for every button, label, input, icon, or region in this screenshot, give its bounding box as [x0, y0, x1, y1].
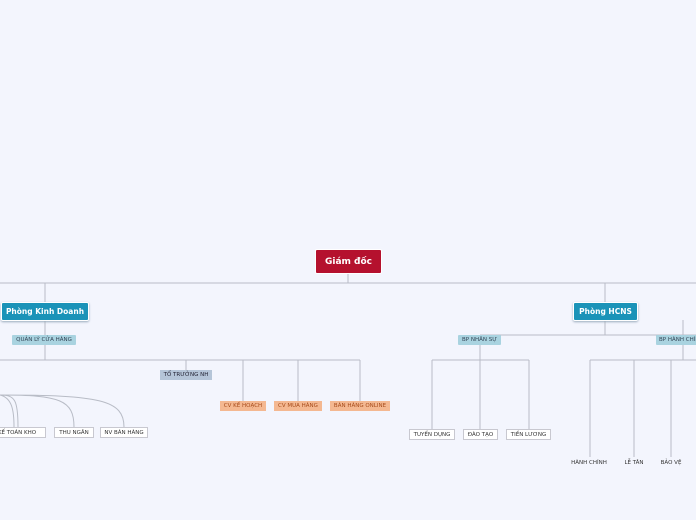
root-node: Giám đốc: [315, 249, 382, 274]
leaf-node: BÁN HÀNG ONLINE: [330, 401, 390, 411]
leaf-node: THU NGÂN: [54, 427, 94, 438]
connector: [431, 320, 696, 429]
leaf-node: LỄ TÂN: [624, 459, 644, 466]
connector: [589, 320, 696, 457]
group-node: QUẢN LÝ CỬA HÀNG: [12, 335, 76, 345]
leaf-node: HÀNH CHÍNH: [571, 459, 607, 466]
leaf-node: TIỀN LƯƠNG: [506, 429, 551, 440]
group-node: BP NHÂN SỰ: [458, 335, 501, 345]
leaf-node: NV BÁN HÀNG: [100, 427, 148, 438]
leaf-node: BẢO VỆ: [660, 459, 682, 466]
leaf-node: TỔ TRƯỞNG NH: [160, 370, 212, 380]
department-node: Phòng HCNS: [573, 302, 638, 321]
leaf-node: KẾ TOÁN KHO: [0, 427, 46, 438]
leaf-node: TUYỂN DỤNG: [409, 429, 455, 440]
leaf-node: CV MUA HÀNG: [274, 401, 322, 411]
connector: [0, 320, 361, 401]
group-node: BP HÀNH CHÍNH: [656, 335, 696, 345]
connector: [0, 394, 125, 428]
department-node: Phòng Kinh Doanh: [1, 302, 89, 321]
connector: [0, 273, 696, 302]
leaf-node: CV KẾ HOẠCH: [220, 401, 266, 411]
leaf-node: ĐÀO TẠO: [463, 429, 498, 440]
